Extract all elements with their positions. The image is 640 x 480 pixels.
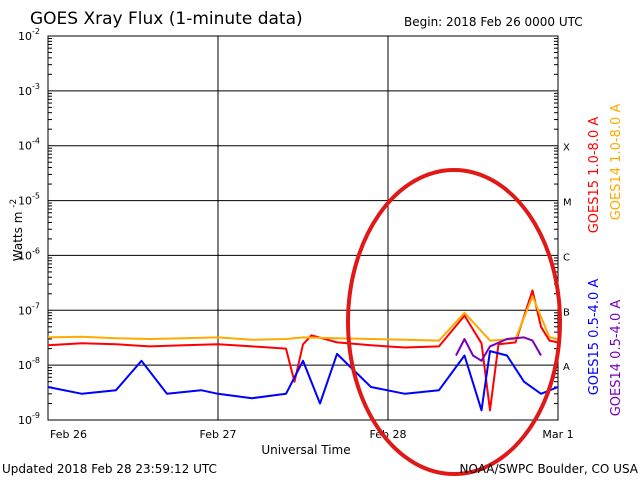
y-tick-label: 10-2 xyxy=(18,27,40,43)
y-tick-label: 10-4 xyxy=(18,137,40,153)
svg-text:Watts m -2: Watts m -2 xyxy=(9,199,25,261)
highlight-ellipse xyxy=(346,168,562,476)
y-tick-label: 10-3 xyxy=(18,82,40,98)
x-axis-label: Universal Time xyxy=(261,443,350,457)
begin-time: Begin: 2018 Feb 26 0000 UTC xyxy=(404,15,583,29)
y-axis-ticks: 10-2 10-3 10-4 10-5 10-6 10-7 10-8 10-9 xyxy=(18,27,558,427)
y-tick-label: 10-5 xyxy=(18,192,40,208)
flare-class-b: B xyxy=(563,307,570,318)
legend: GOES15 1.0-8.0 A GOES14 1.0-8.0 A GOES15 0… xyxy=(587,104,624,417)
series-line-goes14-0-5-4-0-a xyxy=(455,336,542,362)
x-tick-label: Mar 1 xyxy=(542,428,573,441)
flare-class-c: C xyxy=(563,252,570,263)
y-tick-label: 10-8 xyxy=(18,356,40,372)
flare-class-m: M xyxy=(563,198,572,209)
flare-class-x: X xyxy=(563,143,570,154)
y-axis-label-exp: -2 xyxy=(9,199,19,208)
flare-class-a: A xyxy=(563,362,570,373)
y-axis-label: Watts m -2 xyxy=(9,199,25,261)
y-tick-label: 10-6 xyxy=(18,246,40,262)
y-tick-label: 10-7 xyxy=(18,301,40,317)
series-line-goes15-0-5-4-0-a xyxy=(47,350,559,412)
chart-title: GOES Xray Flux (1-minute data) xyxy=(30,9,303,29)
legend-entry: GOES15 1.0-8.0 A xyxy=(587,117,602,234)
legend-entry: GOES14 1.0-8.0 A xyxy=(609,104,624,221)
y-tick-label: 10-9 xyxy=(18,411,40,427)
legend-entry: GOES14 0.5-4.0 A xyxy=(609,300,624,417)
x-tick-label: Feb 26 xyxy=(50,428,87,441)
flare-class-labels: X M C B A xyxy=(563,143,572,373)
x-axis-ticks: Feb 26 Feb 27 Feb 28 Mar 1 xyxy=(47,414,574,441)
series-lines xyxy=(47,289,559,412)
x-tick-label: Feb 27 xyxy=(200,428,237,441)
credit-text: NOAA/SWPC Boulder, CO USA xyxy=(460,462,639,476)
legend-entry: GOES15 0.5-4.0 A xyxy=(587,279,602,396)
y-axis-label-main: Watts m xyxy=(11,212,25,262)
updated-timestamp: Updated 2018 Feb 28 23:59:12 UTC xyxy=(2,462,217,476)
plot-frame xyxy=(47,35,559,421)
